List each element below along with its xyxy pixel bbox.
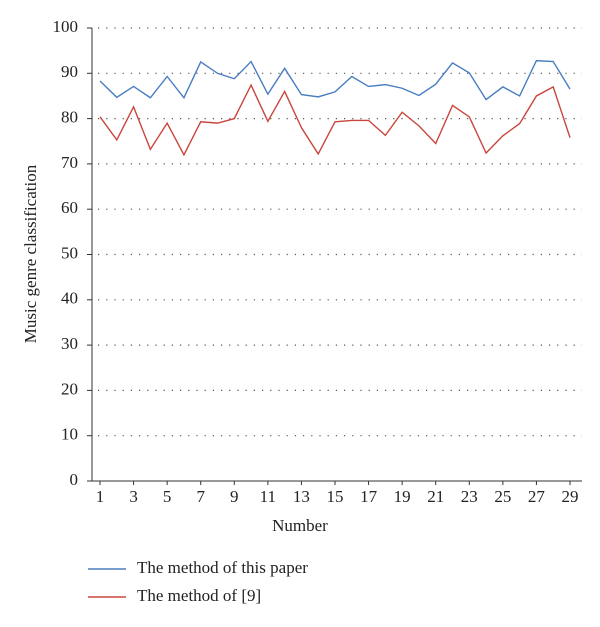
y-tick-label: 80	[61, 108, 78, 127]
x-tick-label: 11	[260, 487, 276, 506]
x-tick-label: 9	[230, 487, 239, 506]
x-tick-label: 25	[494, 487, 511, 506]
y-tick-label: 30	[61, 334, 78, 353]
y-tick-label: 100	[53, 17, 79, 36]
x-tick-label: 5	[163, 487, 172, 506]
y-tick-label: 10	[61, 425, 78, 444]
x-tick-label: 1	[96, 487, 105, 506]
series-line	[99, 83, 571, 157]
y-tick-label: 0	[70, 470, 79, 489]
x-tick-label: 23	[461, 487, 478, 506]
y-tick-label: 90	[61, 62, 78, 81]
x-tick-label: 27	[528, 487, 546, 506]
legend-label: The method of [9]	[137, 586, 261, 605]
series-line	[99, 59, 571, 101]
y-tick-label: 60	[61, 198, 78, 217]
y-tick-label: 70	[61, 153, 78, 172]
y-tick-label: 50	[61, 243, 78, 262]
x-tick-label: 3	[129, 487, 138, 506]
x-tick-label: 21	[427, 487, 444, 506]
x-tick-label: 19	[394, 487, 411, 506]
x-tick-label: 13	[293, 487, 310, 506]
x-tick-label: 29	[562, 487, 579, 506]
y-tick-label: 40	[61, 289, 78, 308]
x-axis-label: Number	[272, 516, 328, 535]
y-axis-label: Music genre classification	[21, 164, 40, 343]
legend-label: The method of this paper	[137, 558, 308, 577]
x-tick-label: 17	[360, 487, 378, 506]
y-tick-label: 20	[61, 379, 78, 398]
x-tick-label: 7	[196, 487, 205, 506]
x-tick-label: 15	[327, 487, 344, 506]
